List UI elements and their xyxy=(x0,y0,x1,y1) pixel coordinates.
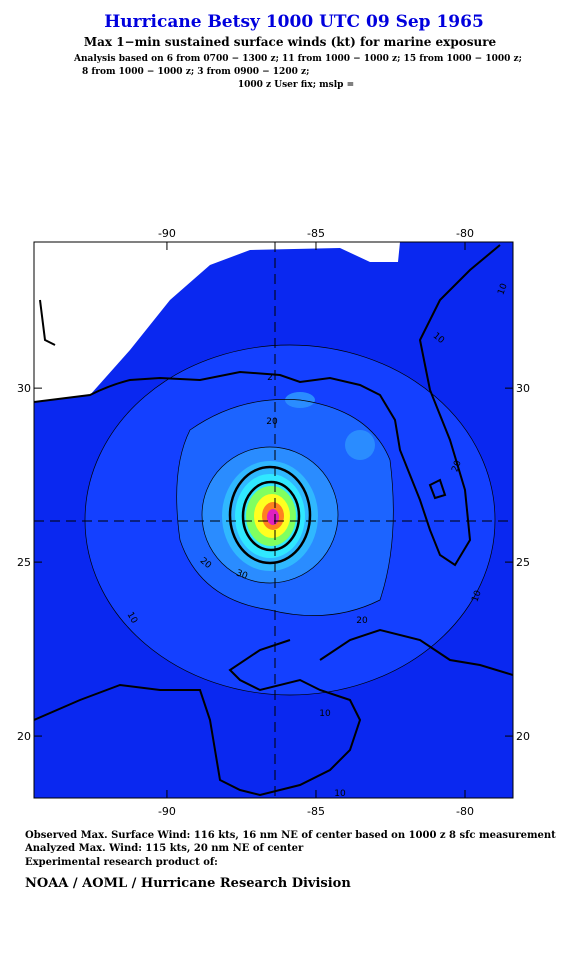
x-tick-label: -90 xyxy=(158,227,176,240)
x-tick-label: -90 xyxy=(158,805,176,818)
y-tick-label: 25 xyxy=(17,556,31,569)
x-tick-label: -85 xyxy=(307,227,325,240)
contour-label: 2 xyxy=(267,373,273,383)
title: Hurricane Betsy 1000 UTC 09 Sep 1965 xyxy=(104,12,484,32)
contour-label: 10 xyxy=(319,709,331,719)
contour-label: 20 xyxy=(450,459,463,473)
y-tick-label: 30 xyxy=(516,382,530,395)
footer-line: Observed Max. Surface Wind: 116 kts, 16 … xyxy=(25,830,556,841)
contour-lines xyxy=(228,465,312,565)
footer-line: Experimental research product of: xyxy=(25,857,218,868)
y-tick-label: 25 xyxy=(516,556,530,569)
subtitle: Max 1−min sustained surface winds (kt) f… xyxy=(84,35,497,49)
analysis-line: Analysis based on 6 from 0700 − 1300 z; … xyxy=(73,54,522,64)
contour-label: 10 xyxy=(496,282,509,296)
contour-label: 10 xyxy=(334,789,346,799)
analysis-line: 8 from 1000 − 1000 z; 3 from 0900 − 1200… xyxy=(82,67,309,77)
contour-label: 30 xyxy=(235,568,249,581)
x-tick-label: -80 xyxy=(456,227,474,240)
map-frame xyxy=(33,241,514,799)
contour-30 xyxy=(345,430,375,460)
contour-outlines xyxy=(84,344,496,696)
contour-90 xyxy=(267,509,279,525)
footer-org: NOAA / AOML / Hurricane Research Divisio… xyxy=(25,876,351,891)
coastline xyxy=(34,244,513,797)
x-tick-label: -85 xyxy=(307,805,325,818)
analysis-line: 1000 z User fix; mslp = xyxy=(238,80,354,90)
y-tick-label: 20 xyxy=(516,730,530,743)
x-tick-label: -80 xyxy=(456,805,474,818)
y-tick-label: 30 xyxy=(17,382,31,395)
y-tick-label: 20 xyxy=(17,730,31,743)
contour-label: 20 xyxy=(356,616,368,626)
contour-label: 10 xyxy=(470,589,483,603)
land-outside xyxy=(34,242,400,402)
contour-label: 20 xyxy=(266,417,278,427)
map xyxy=(34,242,513,798)
footer-line: Analyzed Max. Wind: 115 kts, 20 nm NE of… xyxy=(24,843,304,854)
